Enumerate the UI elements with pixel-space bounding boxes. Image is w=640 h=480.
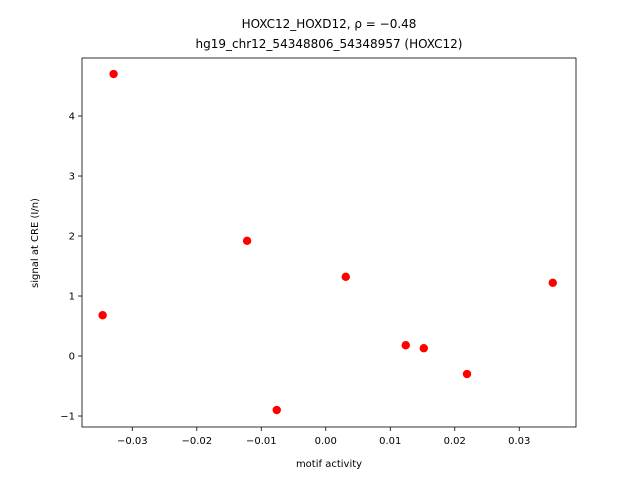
x-tick-label: 0.03 bbox=[508, 436, 530, 447]
x-tick-label: −0.01 bbox=[246, 436, 277, 447]
y-tick-label: −1 bbox=[60, 412, 75, 423]
point bbox=[272, 405, 281, 415]
point bbox=[242, 236, 252, 246]
chart-subtitle: hg19_chr12_54348806_54348957 (HOXC12) bbox=[196, 37, 463, 51]
x-tick-label: −0.03 bbox=[117, 436, 148, 447]
point bbox=[419, 344, 429, 353]
point bbox=[548, 278, 557, 288]
point bbox=[98, 311, 107, 320]
point bbox=[341, 272, 350, 282]
x-tick-label: 0.00 bbox=[315, 436, 337, 447]
chart-title: HOXC12_HOXD12, ρ = −0.48 bbox=[242, 17, 417, 31]
x-tick-label: 0.01 bbox=[379, 436, 401, 447]
y-tick-label: 4 bbox=[69, 112, 75, 123]
plot-frame bbox=[81, 57, 577, 428]
y-tick-label: 2 bbox=[69, 232, 75, 243]
y-tick-label: 3 bbox=[69, 172, 75, 183]
point bbox=[462, 369, 472, 379]
y-tick-label: 1 bbox=[69, 292, 75, 303]
y-tick-label: 0 bbox=[69, 352, 75, 363]
x-tick-label: 0.02 bbox=[444, 436, 466, 447]
point bbox=[109, 69, 118, 79]
x-tick-label: −0.02 bbox=[181, 436, 212, 447]
y-axis-label: signal at CRE (I/n) bbox=[30, 198, 41, 288]
x-axis-label: motif activity bbox=[296, 459, 362, 470]
point bbox=[401, 341, 410, 350]
